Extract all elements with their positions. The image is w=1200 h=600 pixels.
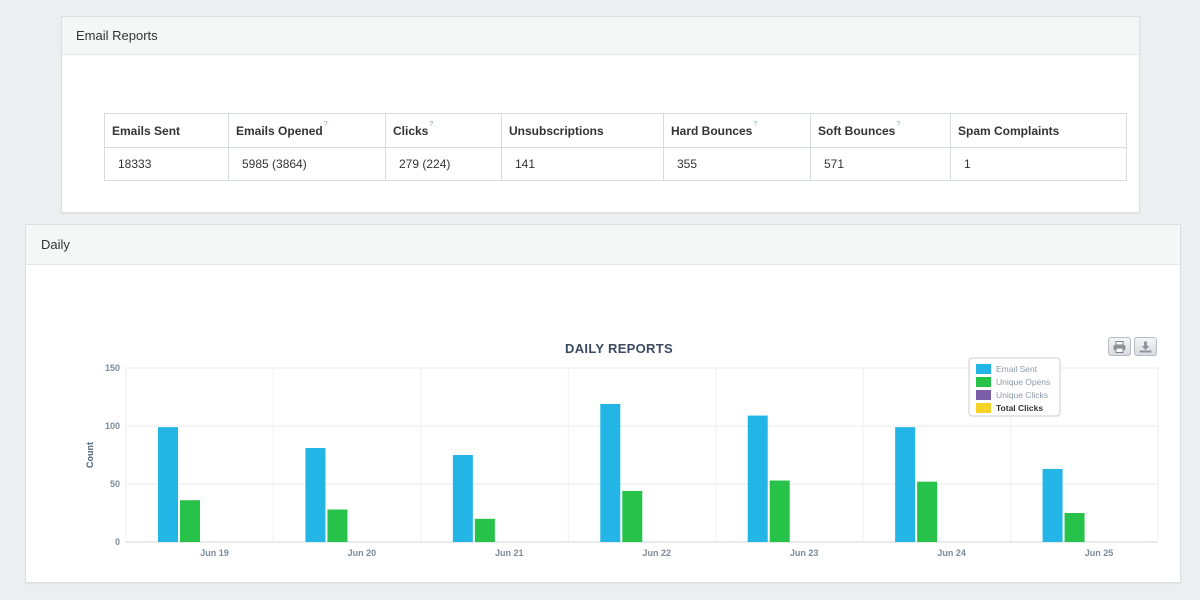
col-soft-bounces: Soft Bounces? [810,113,951,148]
legend-swatch [976,390,991,400]
bar-unique-opens [917,481,938,542]
tooltip-icon[interactable]: ? [753,120,758,128]
col-spam-complaints: Spam Complaints [950,113,1127,148]
x-axis-ticks: Jun 19 Jun 20 Jun 21 Jun 22 Jun 23 Jun 24 Jun … [200,548,1113,558]
y-axis-ticks: 0 50 100 150 [105,363,120,547]
value-emails-sent: 18333 [104,147,229,181]
y-axis-label: Count [85,442,95,468]
table-row: 18333 5985 (3864) 279 (224) 141 355 571 … [104,147,1127,181]
legend-box [968,357,1061,417]
x-tick-label: Jun 22 [642,548,671,558]
bar-unique-opens [1064,513,1085,542]
bar-email-sent [747,415,768,542]
value-hard-bounces: 355 [663,147,811,181]
x-tick-label: Jun 21 [495,548,524,558]
tooltip-icon[interactable]: ? [429,120,434,128]
email-reports-header: Email Reports [62,17,1139,55]
bar-unique-opens [180,500,200,542]
download-button[interactable] [1134,337,1157,356]
col-unsubscriptions: Unsubscriptions [501,113,664,148]
print-button[interactable] [1108,337,1131,356]
bar-unique-opens [769,480,790,542]
bar-email-sent [158,427,178,542]
legend-swatch [976,377,991,387]
bar-unique-opens [327,509,348,542]
value-spam-complaints: 1 [950,147,1127,181]
bar-email-sent [600,403,621,542]
bar-unique-opens [622,490,643,542]
daily-title: Daily [41,237,70,252]
tooltip-icon[interactable]: ? [896,120,901,128]
y-tick-label: 150 [105,363,120,373]
bar-unique-opens [474,518,495,542]
col-emails-sent: Emails Sent [104,113,229,148]
y-tick-label: 100 [105,421,120,431]
legend-item: Unique Clicks [996,390,1048,400]
x-tick-label: Jun 24 [937,548,966,558]
chart-bars [158,403,1085,542]
value-emails-opened: 5985 (3864) [228,147,386,181]
value-unsubscriptions: 141 [501,147,664,181]
x-tick-label: Jun 19 [200,548,229,558]
bar-email-sent [305,448,326,542]
email-stats-table: Emails Sent Emails Opened? Clicks? Unsub… [104,113,1127,181]
x-tick-label: Jun 20 [348,548,377,558]
email-reports-panel: Email Reports Emails Sent Emails Opened?… [61,16,1140,213]
legend-item: Unique Opens [996,377,1050,387]
y-tick-label: 0 [115,537,120,547]
daily-header: Daily [26,225,1180,265]
daily-panel: Daily DAILY REPORTS Jun 19 Jun 20 Jun 21 Ju… [25,224,1181,583]
print-icon [1113,340,1126,353]
email-reports-title: Email Reports [76,28,158,43]
x-tick-label: Jun 23 [790,548,819,558]
value-clicks: 279 (224) [385,147,502,181]
legend-item: Email Sent [996,364,1038,374]
legend-swatch [976,403,991,413]
bar-email-sent [1042,468,1063,542]
x-tick-label: Jun 25 [1085,548,1114,558]
col-hard-bounces: Hard Bounces? [663,113,811,148]
value-soft-bounces: 571 [810,147,951,181]
download-icon [1139,341,1152,352]
chart-title: DAILY REPORTS [565,341,673,356]
chart-legend: Email Sent Unique Opens Unique Clicks Total… [968,357,1061,417]
bar-email-sent [895,427,916,542]
legend-swatch [976,364,991,374]
y-tick-label: 50 [110,479,120,489]
col-emails-opened: Emails Opened? [228,113,386,148]
daily-reports-chart: DAILY REPORTS Jun 19 Jun 20 Jun 21 Jun 22 Ju… [85,341,1159,558]
tooltip-icon[interactable]: ? [323,120,328,128]
bar-email-sent [452,455,473,542]
legend-item: Total Clicks [996,403,1043,413]
table-header-row: Emails Sent Emails Opened? Clicks? Unsub… [104,113,1127,148]
col-clicks: Clicks? [385,113,502,148]
